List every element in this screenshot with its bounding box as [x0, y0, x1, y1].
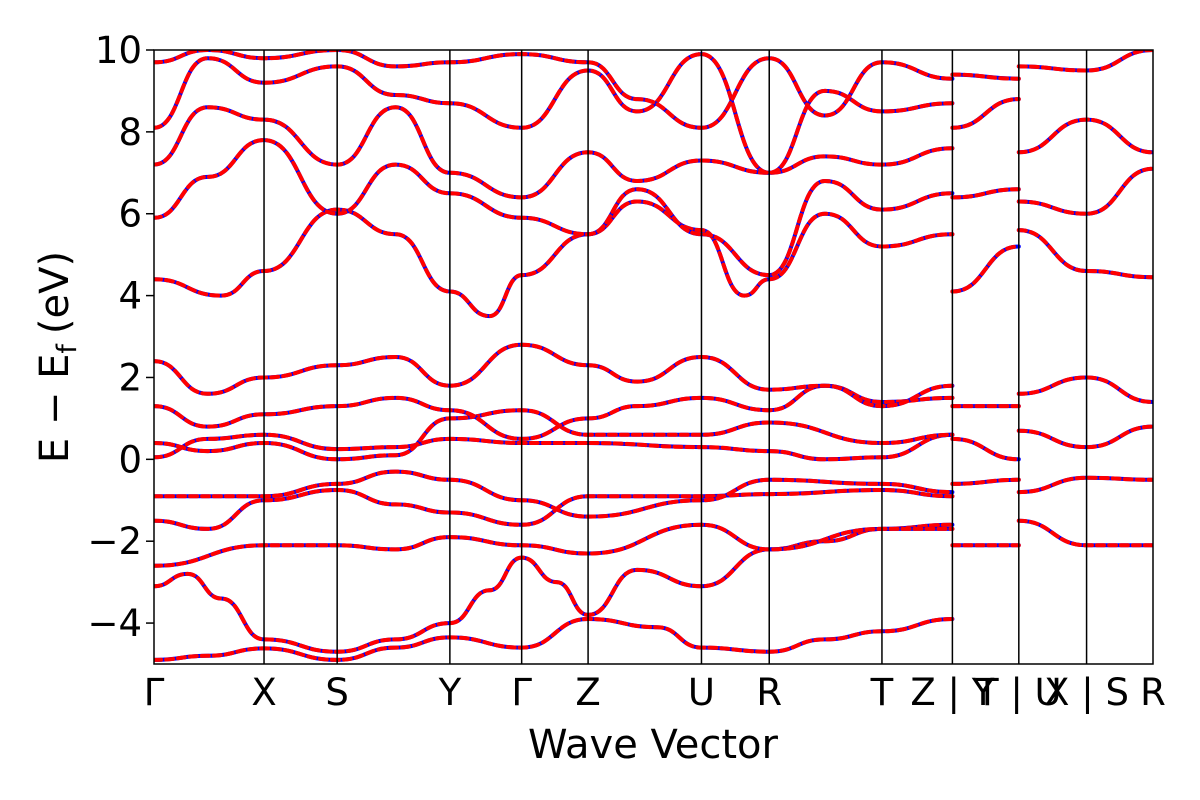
band-line-blue: [950, 97, 1153, 155]
kpoint-label: U: [688, 671, 715, 714]
band-line-blue: [950, 424, 1153, 462]
band-line-red: [950, 97, 1153, 155]
band-line-red: [154, 432, 955, 462]
kpoint-label: X | S: [1044, 671, 1129, 714]
y-tick-label: 0: [118, 438, 142, 481]
bands-layer: [154, 50, 1153, 662]
y-tick-label: 6: [118, 193, 142, 236]
y-tick-label: 2: [118, 356, 142, 399]
kpoint-label: S: [325, 671, 349, 714]
band-line-red: [154, 105, 955, 200]
band-line-red: [154, 138, 955, 278]
band-line-red: [154, 199, 955, 319]
y-axis-ticks: −4 −2 0 2 4 6 8 10: [87, 29, 154, 645]
band-line-red: [950, 375, 1153, 409]
band-line-red: [154, 522, 955, 568]
band-line-red: [154, 616, 955, 662]
kpoint-label: Γ: [511, 671, 532, 714]
y-axis-label-main: E − E: [32, 354, 78, 464]
band-line-red: [154, 342, 955, 409]
y-tick-label: 10: [95, 29, 142, 72]
kpoint-label: T | U: [975, 671, 1062, 714]
band-line-red: [950, 475, 1153, 495]
kpoint-separators: [263, 50, 1088, 664]
kpoint-label: Y: [438, 671, 462, 714]
kpoint-label: R: [756, 671, 782, 714]
band-line-red: [950, 424, 1153, 462]
y-axis-label-subscript: f: [52, 343, 83, 354]
y-tick-label: −2: [87, 520, 142, 563]
kpoint-label: Γ: [144, 671, 165, 714]
x-axis-label: Wave Vector: [528, 722, 779, 768]
band-line-red: [154, 52, 955, 175]
band-line-red: [154, 469, 955, 519]
y-tick-label: 8: [118, 111, 142, 154]
y-axis-label: E − Ef (eV): [32, 251, 83, 463]
band-line-blue: [950, 228, 1153, 294]
band-line-blue: [154, 432, 955, 462]
y-axis-label-unit: (eV): [32, 251, 78, 334]
y-tick-label: −4: [87, 602, 142, 645]
kpoint-label: X: [251, 671, 276, 714]
band-line-red: [950, 166, 1153, 216]
plot-frame: [153, 49, 1154, 665]
kpoint-label: T: [870, 671, 894, 714]
y-tick-label: 4: [118, 275, 142, 318]
kpoint-label: Z: [575, 671, 600, 714]
kpoint-label: Z | Y: [910, 671, 994, 714]
band-line-red: [154, 50, 955, 130]
kpoint-label: R: [1140, 671, 1166, 714]
band-line-red: [950, 228, 1153, 294]
band-line-red: [950, 50, 1153, 81]
band-line-red: [950, 518, 1153, 548]
band-line-red: [154, 383, 955, 441]
